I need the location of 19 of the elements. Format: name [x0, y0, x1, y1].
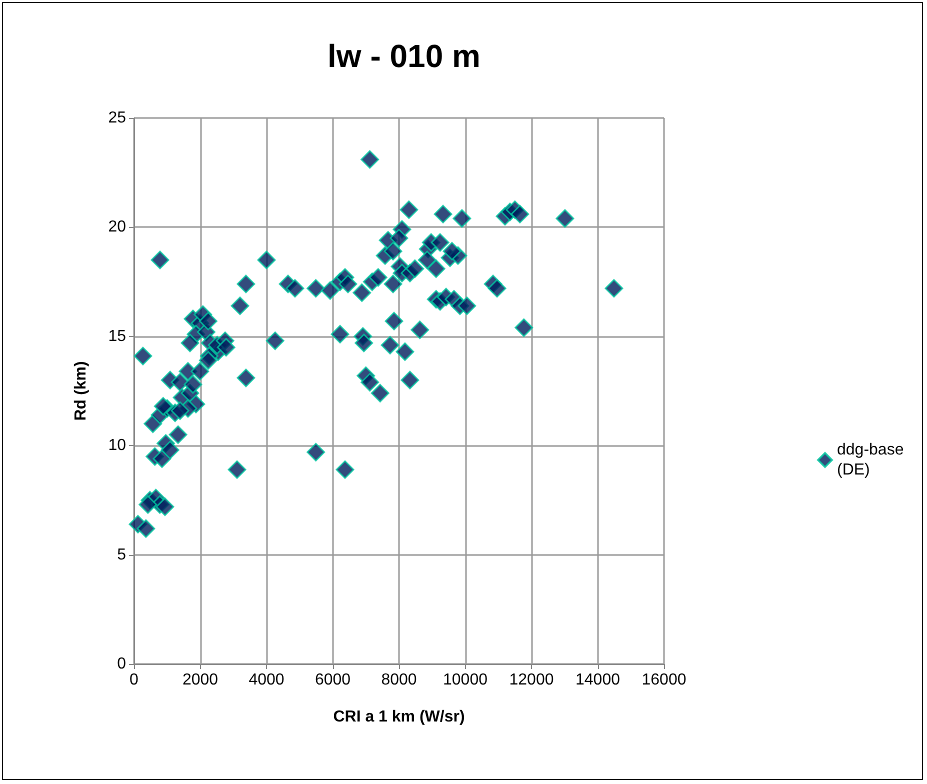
x-tick-label: 10000 [443, 672, 488, 688]
x-tick-label: 16000 [642, 672, 686, 688]
x-tick-label: 14000 [576, 672, 620, 688]
y-tick-label: 20 [108, 218, 126, 236]
y-tick-label: 15 [108, 328, 126, 345]
x-axis-title: CRI a 1 km (W/sr) [333, 708, 465, 726]
x-tick-label: 6000 [314, 672, 351, 688]
legend-label: ddg-base (DE) [837, 442, 908, 478]
x-tick-label: 8000 [381, 672, 417, 688]
y-tick-label: 10 [108, 437, 126, 454]
chart-title: lw - 010 m [328, 38, 480, 74]
y-tick-label: 25 [108, 110, 126, 126]
x-tick-label: 12000 [509, 672, 554, 688]
y-axis-title: Rd (km) [72, 361, 90, 421]
x-tick-label: 2000 [182, 672, 218, 688]
x-tick-label: 4000 [248, 672, 284, 688]
x-tick-label: 0 [130, 672, 139, 688]
y-tick-label: 0 [117, 656, 126, 672]
y-tick-label: 5 [117, 546, 126, 564]
